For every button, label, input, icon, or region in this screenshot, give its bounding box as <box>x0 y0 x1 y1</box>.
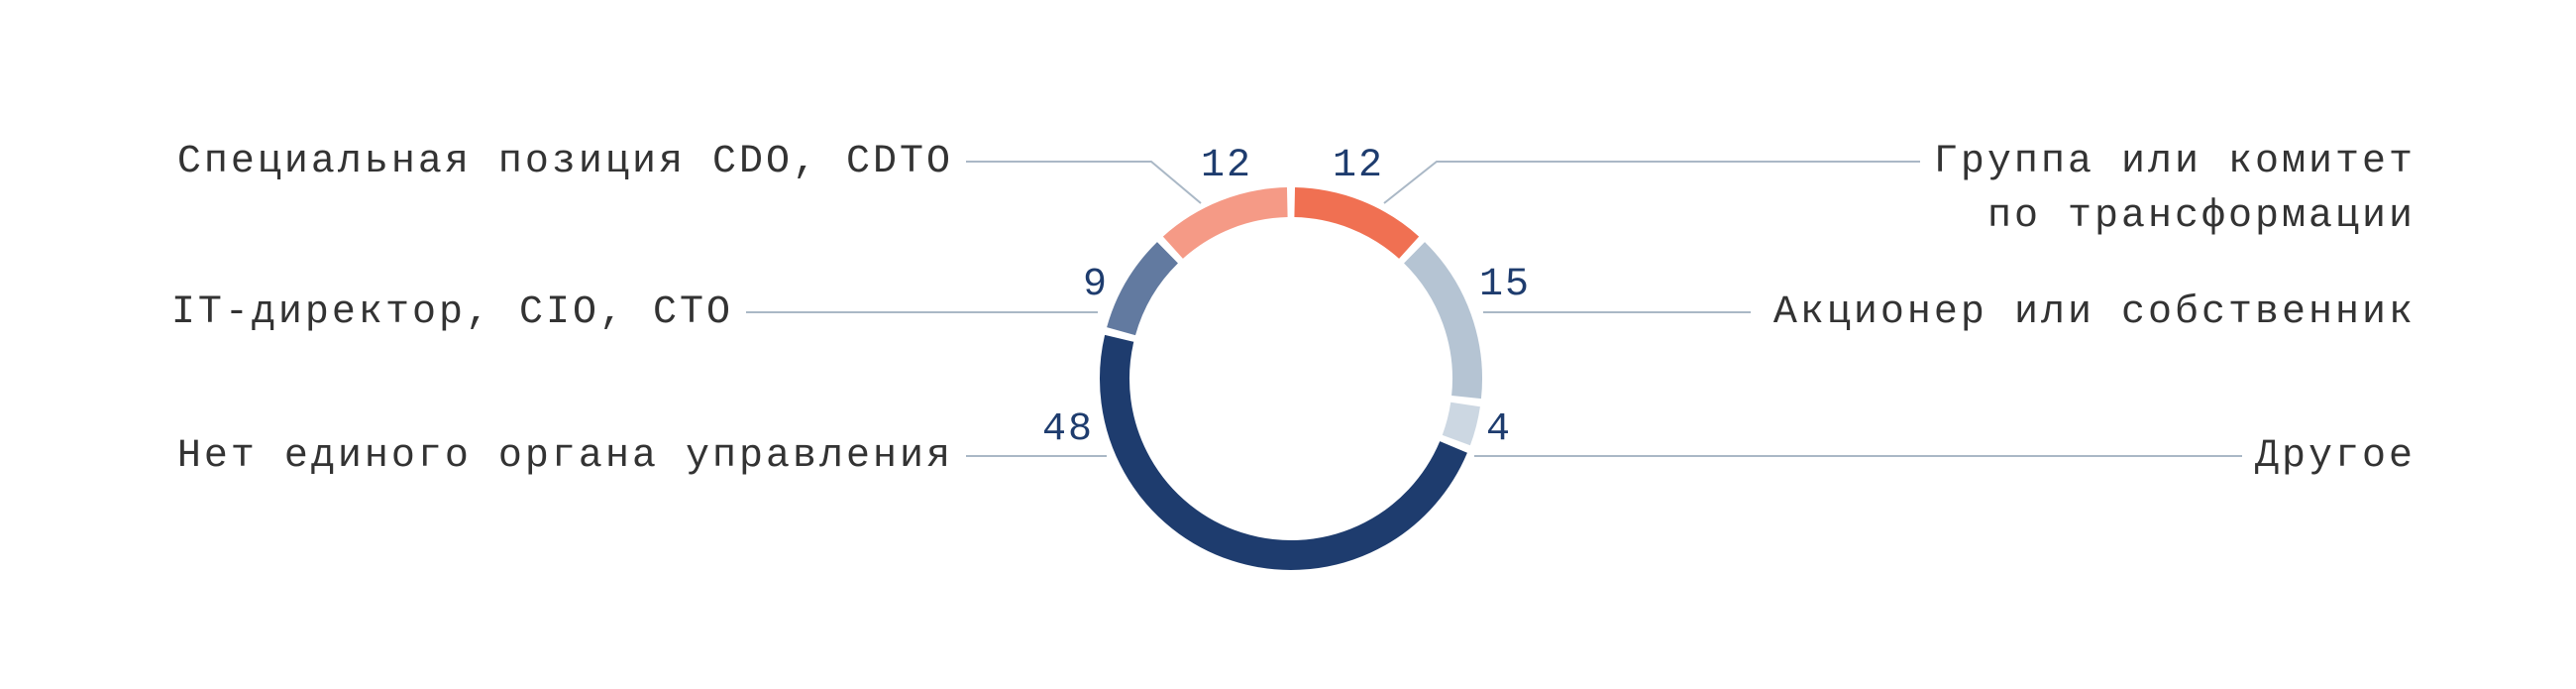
donut-segment <box>1100 334 1467 571</box>
donut-segment <box>1442 402 1480 446</box>
donut-segment <box>1107 242 1179 336</box>
category-label: Нет единого органа управления <box>176 434 953 479</box>
category-label: Другое <box>2254 434 2415 479</box>
category-label: IT-директор, CIO, CTO <box>170 290 733 335</box>
category-label: Группа или комитет по трансформации <box>1933 140 2415 239</box>
donut-segment <box>1294 187 1420 260</box>
donut-segment <box>1403 242 1482 400</box>
value-label: 12 <box>1333 144 1385 188</box>
value-label: 12 <box>1201 144 1253 188</box>
leader-line <box>966 161 1202 204</box>
donut-segment <box>1162 187 1288 260</box>
value-label: 4 <box>1486 407 1513 452</box>
value-label: 9 <box>1083 263 1110 307</box>
leader-lines <box>746 161 2242 457</box>
value-label: 15 <box>1479 263 1532 307</box>
value-label: 48 <box>1042 407 1095 452</box>
leader-line <box>1383 161 1920 204</box>
category-label: Специальная позиция CDO, CDTO <box>176 140 953 184</box>
category-label: Акционер или собственник <box>1772 290 2415 335</box>
